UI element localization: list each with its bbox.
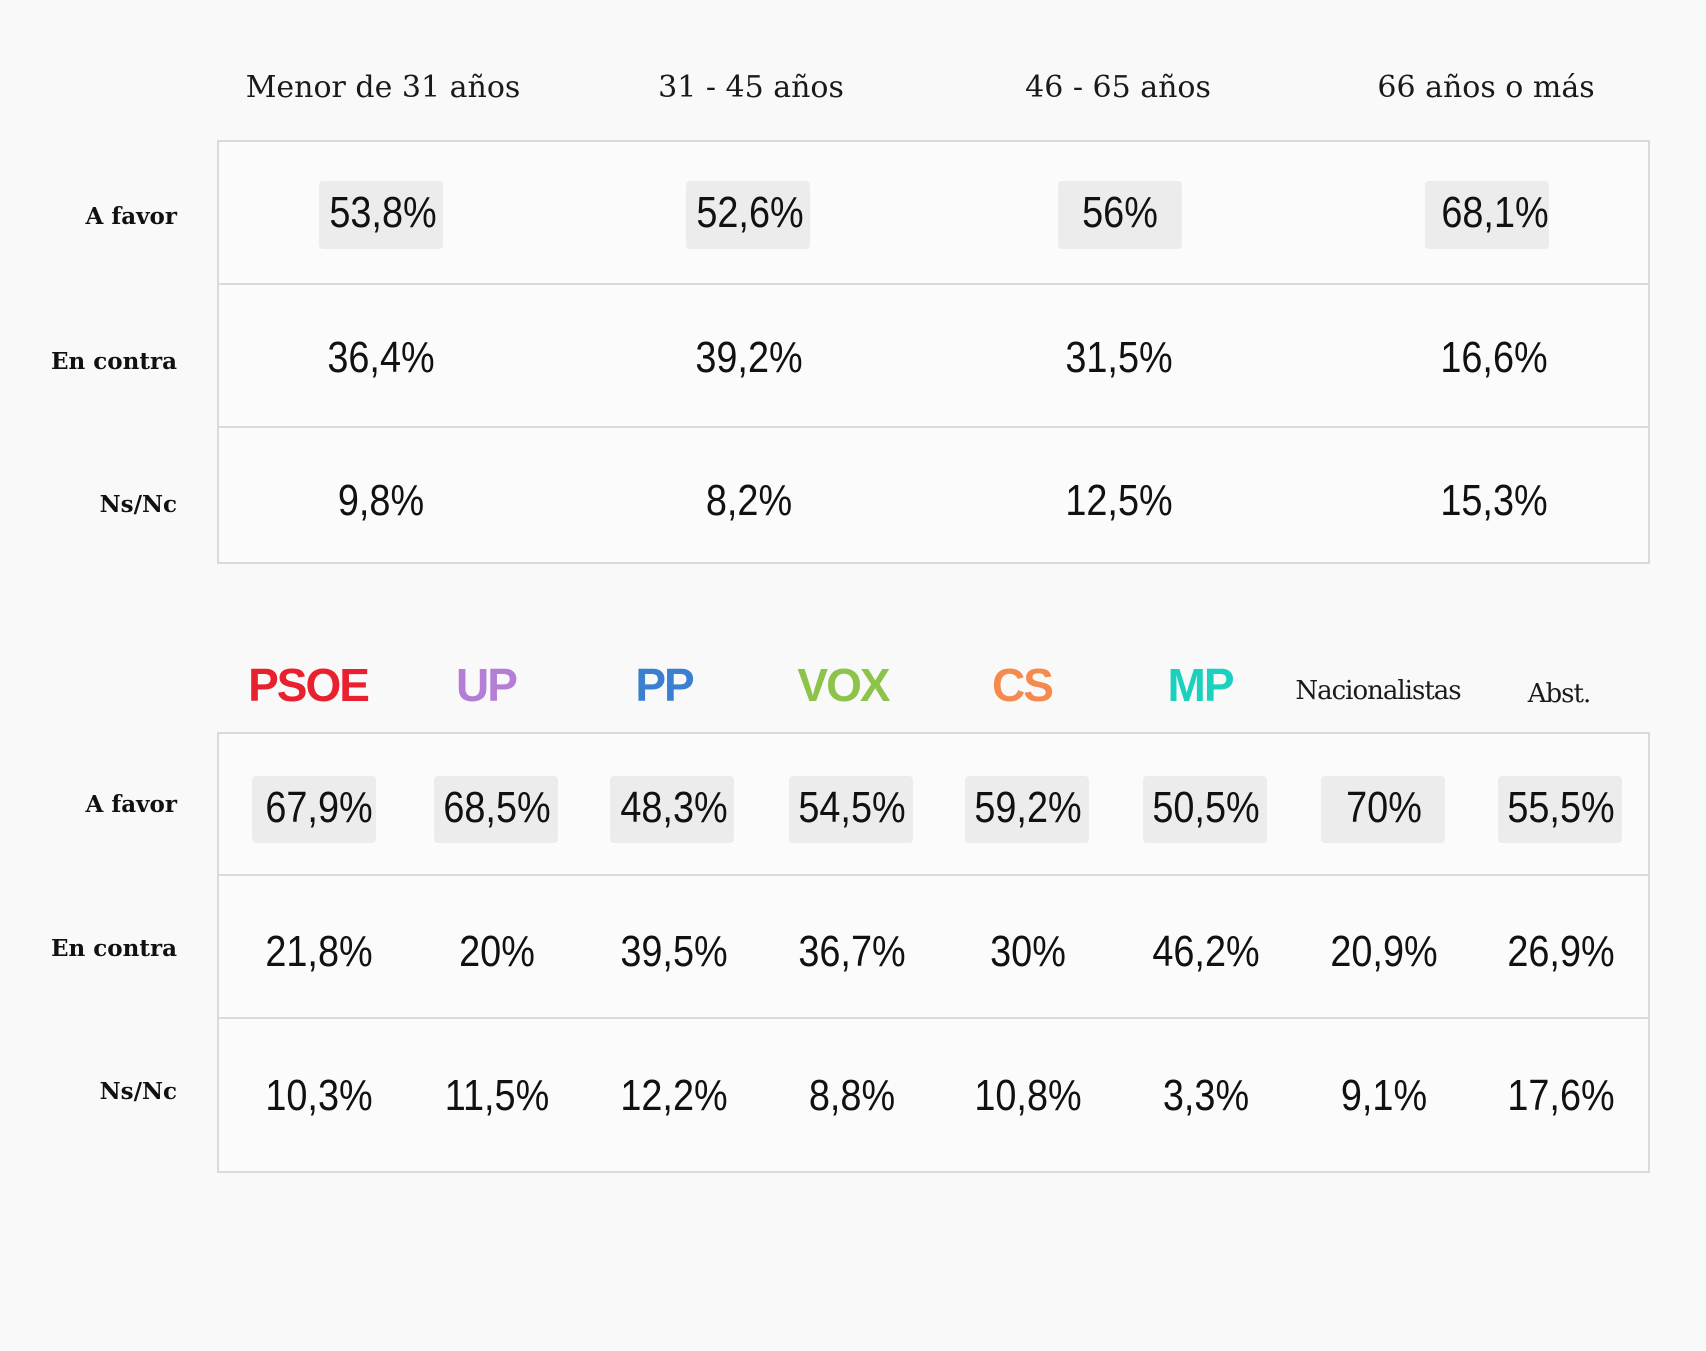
cell-value: 55,5% bbox=[1507, 783, 1615, 832]
highlight-cell bbox=[434, 776, 558, 843]
party-header-cs: CS bbox=[992, 659, 1054, 711]
cell-value: 52,6% bbox=[696, 188, 804, 237]
cell-value: 54,5% bbox=[798, 783, 906, 832]
party-header-vox: VOX bbox=[797, 659, 890, 711]
cell-value: 8,8% bbox=[808, 1071, 896, 1120]
cell-value: 15,3% bbox=[1440, 476, 1548, 525]
cell-value: 30% bbox=[990, 927, 1066, 976]
cell-value: 9,8% bbox=[337, 476, 425, 525]
cell-value: 16,6% bbox=[1440, 333, 1548, 382]
party-header-abst: Abst. bbox=[1527, 679, 1591, 709]
cell-value: 12,2% bbox=[620, 1071, 728, 1120]
highlight-cell bbox=[686, 181, 810, 249]
row-label-en-contra: En contra bbox=[51, 935, 177, 962]
cell-value: 9,1% bbox=[1340, 1071, 1428, 1120]
cell-value: 8,2% bbox=[705, 476, 793, 525]
cell-value: 39,2% bbox=[695, 333, 803, 382]
cell-value: 36,4% bbox=[327, 333, 435, 382]
party-header-up: UP bbox=[456, 659, 518, 711]
cell-value: 11,5% bbox=[444, 1071, 550, 1120]
column-header-under-31: Menor de 31 años bbox=[245, 70, 521, 105]
cell-value: 31,5% bbox=[1065, 333, 1173, 382]
cell-value: 46,2% bbox=[1152, 927, 1260, 976]
highlight-cell bbox=[1058, 181, 1182, 249]
party-header-pp: PP bbox=[635, 659, 694, 711]
cell-value: 10,8% bbox=[974, 1071, 1082, 1120]
cell-value: 21,8% bbox=[265, 927, 373, 976]
cell-value: 26,9% bbox=[1507, 927, 1615, 976]
highlight-cell bbox=[1498, 776, 1622, 843]
cell-value: 56% bbox=[1082, 188, 1158, 237]
cell-value: 36,7% bbox=[798, 927, 906, 976]
cell-value: 17,6% bbox=[1507, 1071, 1615, 1120]
row-label-a-favor: A favor bbox=[85, 203, 177, 230]
cell-value: 12,5% bbox=[1065, 476, 1173, 525]
cell-value: 3,3% bbox=[1162, 1071, 1250, 1120]
party-table-divider bbox=[217, 874, 1650, 876]
cell-value: 59,2% bbox=[974, 783, 1082, 832]
highlight-cell bbox=[1143, 776, 1267, 843]
cell-value: 68,1% bbox=[1441, 188, 1549, 237]
row-label-ns-nc: Ns/Nc bbox=[99, 1078, 177, 1105]
highlight-cell bbox=[789, 776, 913, 843]
cell-value: 53,8% bbox=[329, 188, 437, 237]
column-header-31-45: 31 - 45 años bbox=[658, 70, 844, 105]
cell-value: 20% bbox=[459, 927, 535, 976]
cell-value: 39,5% bbox=[620, 927, 728, 976]
row-label-en-contra: En contra bbox=[51, 348, 177, 375]
party-header-psoe: PSOE bbox=[248, 659, 370, 711]
cell-value: 70% bbox=[1346, 783, 1422, 832]
highlight-cell bbox=[252, 776, 376, 843]
column-header-66-plus: 66 años o más bbox=[1377, 70, 1595, 105]
cell-value: 20,9% bbox=[1330, 927, 1438, 976]
highlight-cell bbox=[319, 181, 443, 249]
cell-value: 68,5% bbox=[443, 783, 551, 832]
column-header-46-65: 46 - 65 años bbox=[1025, 70, 1211, 105]
age-table-divider bbox=[217, 283, 1650, 285]
highlight-cell bbox=[610, 776, 734, 843]
highlight-cell bbox=[1425, 181, 1549, 249]
highlight-cell bbox=[1321, 776, 1445, 843]
row-label-ns-nc: Ns/Nc bbox=[99, 491, 177, 518]
cell-value: 10,3% bbox=[265, 1071, 373, 1120]
party-header-mp: MP bbox=[1167, 659, 1235, 711]
cell-value: 50,5% bbox=[1152, 783, 1260, 832]
party-header-nacionalistas: Nacionalistas bbox=[1295, 676, 1461, 706]
highlight-cell bbox=[965, 776, 1089, 843]
age-table-divider bbox=[217, 426, 1650, 428]
age-table-frame bbox=[217, 140, 1650, 564]
cell-value: 67,9% bbox=[265, 783, 373, 832]
row-label-a-favor: A favor bbox=[85, 791, 177, 818]
party-table-divider bbox=[217, 1017, 1650, 1019]
cell-value: 48,3% bbox=[620, 783, 728, 832]
